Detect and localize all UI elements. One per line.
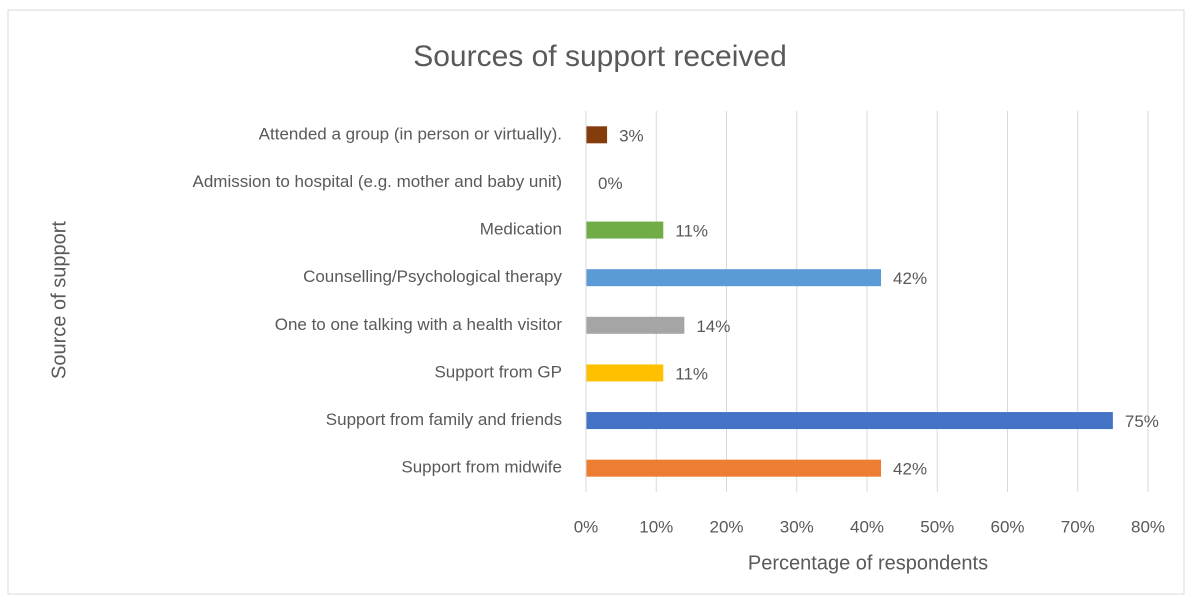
data-label: 11% [675,222,708,241]
y-tick-label: Support from family and friends [326,410,562,429]
data-label: 11% [675,364,708,383]
chart-frame [7,9,1185,595]
y-tick-label: Attended a group (in person or virtually… [259,124,562,143]
bar [586,364,664,382]
data-label: 14% [696,317,730,336]
y-tick-label: Support from midwife [401,458,562,477]
data-label: 0% [598,174,623,193]
x-tick-label: 40% [850,517,884,536]
y-tick-label: One to one talking with a health visitor [275,315,563,334]
bar [586,316,685,334]
x-tick-label: 10% [639,517,673,536]
bar [586,126,608,144]
bar [586,269,882,287]
y-tick-label: Medication [480,220,562,239]
y-tick-label: Support from GP [434,362,562,381]
x-tick-label: 60% [990,517,1024,536]
x-tick-label: 0% [574,517,599,536]
y-axis-title: Source of support [48,221,70,379]
data-label: 3% [619,126,644,145]
y-tick-label: Counselling/Psychological therapy [303,267,562,286]
x-tick-label: 80% [1131,517,1165,536]
bar [586,412,1113,430]
y-tick-label: Admission to hospital (e.g. mother and b… [193,172,562,191]
data-label: 42% [893,460,927,479]
x-axis-title: Percentage of respondents [748,552,988,574]
chart-title: Sources of support received [413,40,787,73]
bar [586,221,664,239]
x-tick-label: 70% [1061,517,1095,536]
bar [586,459,882,477]
x-tick-label: 30% [780,517,814,536]
data-label: 75% [1125,412,1159,431]
x-tick-label: 20% [709,517,743,536]
data-label: 42% [893,269,927,288]
x-tick-label: 50% [920,517,954,536]
